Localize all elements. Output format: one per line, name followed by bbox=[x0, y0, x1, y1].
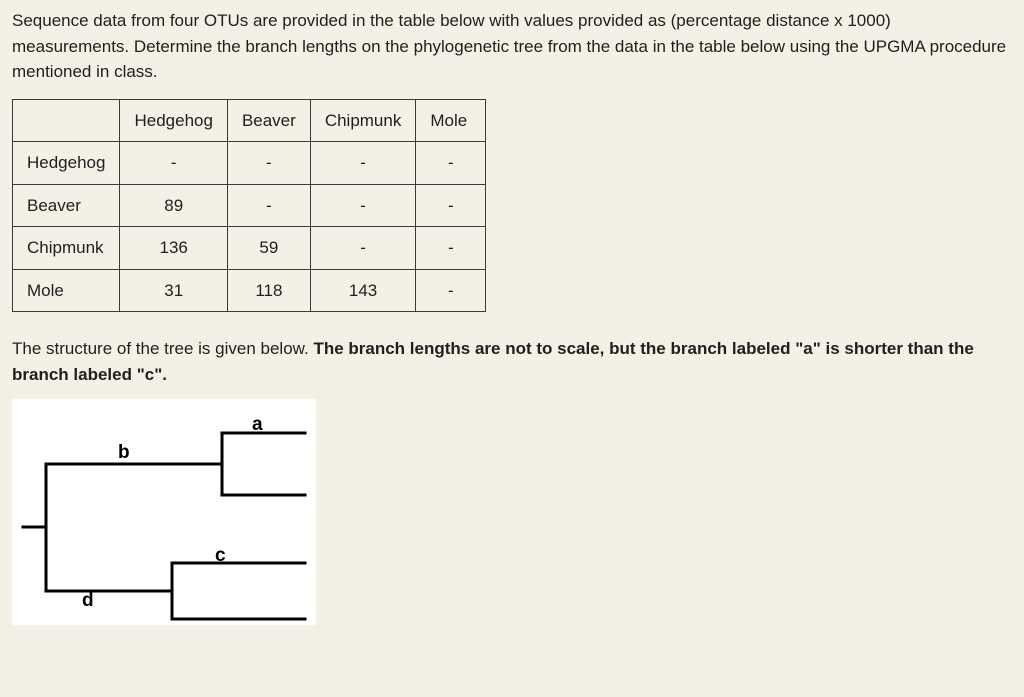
cell: 31 bbox=[120, 269, 227, 312]
col-header-blank bbox=[13, 99, 120, 142]
phylogenetic-tree-diagram: a b c d bbox=[12, 399, 316, 625]
cell: - bbox=[227, 142, 310, 185]
col-header: Mole bbox=[416, 99, 486, 142]
cell: - bbox=[310, 227, 416, 270]
cell: 89 bbox=[120, 184, 227, 227]
cell: - bbox=[120, 142, 227, 185]
col-header: Beaver bbox=[227, 99, 310, 142]
row-label: Beaver bbox=[13, 184, 120, 227]
cell: - bbox=[416, 184, 486, 227]
table-row: Chipmunk 136 59 - - bbox=[13, 227, 486, 270]
cell: 118 bbox=[227, 269, 310, 312]
cell: 143 bbox=[310, 269, 416, 312]
cell: - bbox=[416, 269, 486, 312]
cell: - bbox=[416, 142, 486, 185]
branch-label-b: b bbox=[118, 439, 130, 468]
cell: - bbox=[416, 227, 486, 270]
tree-lines bbox=[12, 399, 316, 625]
table-row: Beaver 89 - - - bbox=[13, 184, 486, 227]
question-prompt: Sequence data from four OTUs are provide… bbox=[12, 8, 1012, 85]
table-row: Mole 31 118 143 - bbox=[13, 269, 486, 312]
col-header: Chipmunk bbox=[310, 99, 416, 142]
branch-label-c: c bbox=[215, 542, 226, 571]
cell: 59 bbox=[227, 227, 310, 270]
cell: 136 bbox=[120, 227, 227, 270]
branch-label-a: a bbox=[252, 411, 263, 440]
row-label: Chipmunk bbox=[13, 227, 120, 270]
cell: - bbox=[310, 184, 416, 227]
cell: - bbox=[227, 184, 310, 227]
col-header: Hedgehog bbox=[120, 99, 227, 142]
branch-label-d: d bbox=[82, 587, 94, 616]
tree-structure-note: The structure of the tree is given below… bbox=[12, 336, 1012, 387]
row-label: Hedgehog bbox=[13, 142, 120, 185]
row-label: Mole bbox=[13, 269, 120, 312]
table-row: Hedgehog - - - - bbox=[13, 142, 486, 185]
distance-matrix-table: Hedgehog Beaver Chipmunk Mole Hedgehog -… bbox=[12, 99, 486, 313]
tree-note-plain: The structure of the tree is given below… bbox=[12, 339, 313, 358]
cell: - bbox=[310, 142, 416, 185]
table-header-row: Hedgehog Beaver Chipmunk Mole bbox=[13, 99, 486, 142]
